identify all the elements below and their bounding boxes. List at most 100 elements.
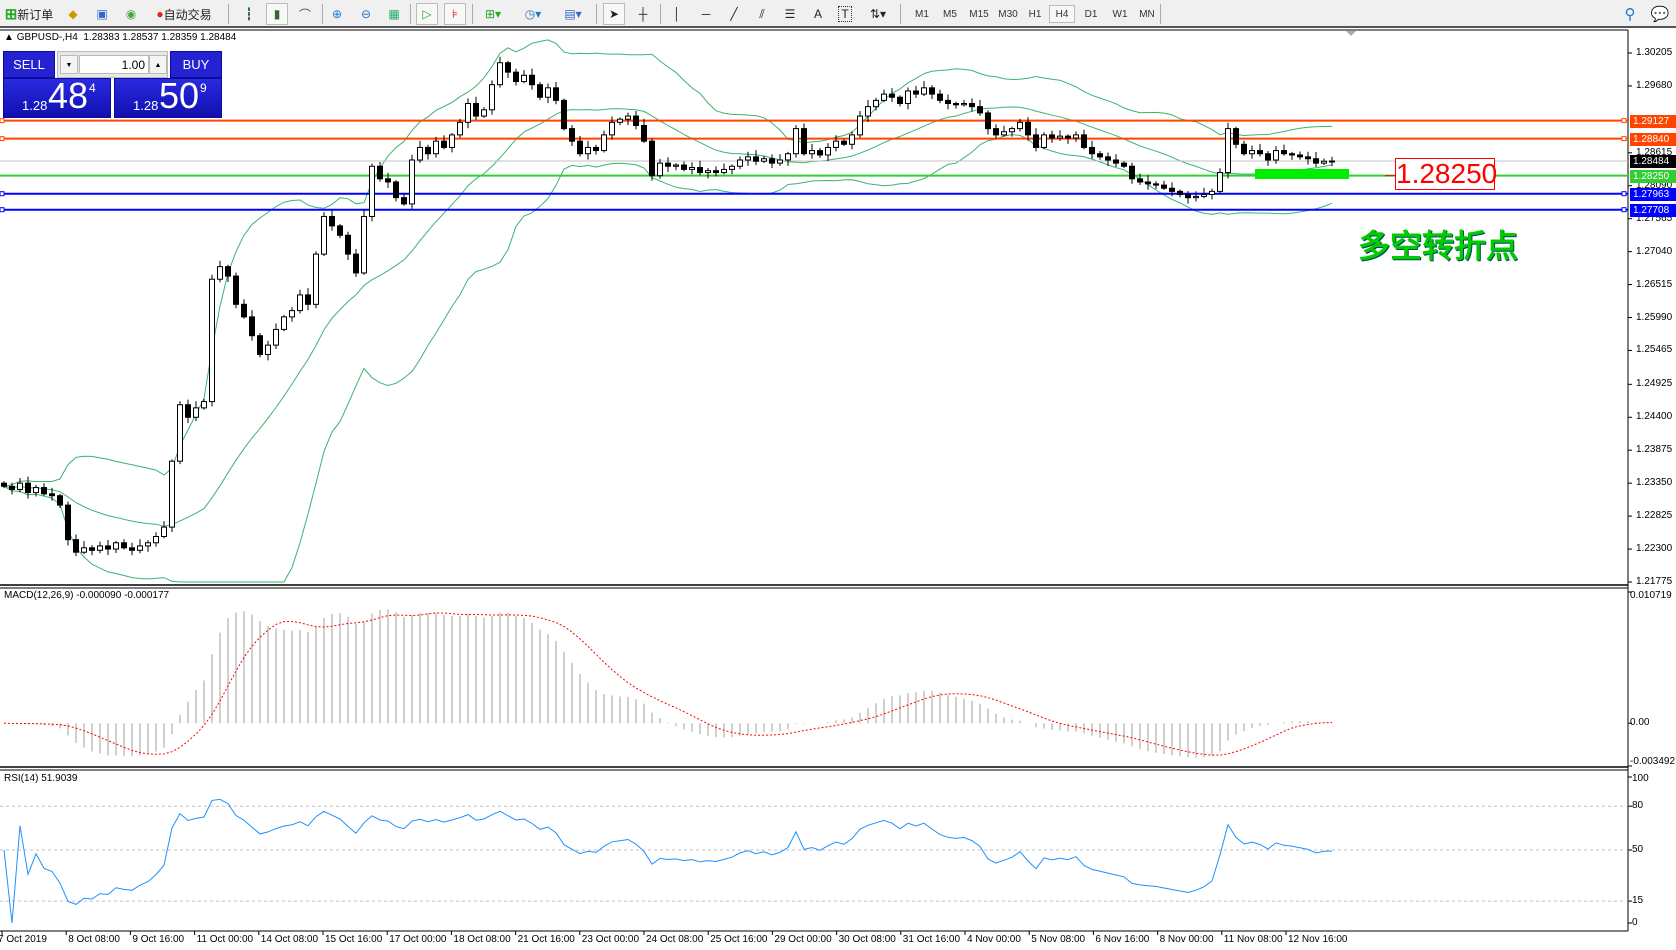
bullish-candle — [1225, 128, 1231, 174]
sell-button[interactable]: SELL — [3, 51, 55, 78]
bearish-candle — [1169, 187, 1175, 192]
lot-increase-button[interactable]: ▲ — [149, 55, 167, 74]
vertical-line-icon: │ — [673, 7, 681, 21]
bullish-candle — [521, 74, 527, 83]
timeframe-w1[interactable]: W1 — [1112, 8, 1128, 20]
price-annotation-box[interactable]: 1.28250 — [1395, 158, 1498, 190]
bullish-candle — [1073, 134, 1079, 139]
templates-button[interactable]: ▤▾ — [558, 3, 588, 25]
new-order-button[interactable]: ⊞ 新订单 — [4, 6, 54, 23]
cursor-button[interactable]: ➤ — [603, 3, 625, 25]
bearish-candle — [697, 167, 703, 174]
horizontal-line-price-tag: 1.27708 — [1630, 203, 1676, 217]
timeframe-m15[interactable]: M15 — [969, 8, 989, 20]
collapse-triangle-icon[interactable]: ▲ — [4, 32, 14, 43]
time-axis-label: 5 Nov 08:00 — [1031, 934, 1086, 945]
bearish-candle — [473, 103, 479, 117]
market-watch-button[interactable]: ◆ — [62, 3, 84, 25]
zoom-in-button[interactable]: ⊕ — [326, 3, 348, 25]
horizontal-line-price-tag: 1.27963 — [1630, 187, 1676, 201]
horizontal-line-button[interactable]: ─ — [695, 3, 717, 25]
time-axis-label: 17 Oct 00:00 — [389, 934, 447, 945]
autoscroll-button[interactable]: ▷ — [416, 3, 438, 25]
bar-chart-button[interactable]: ┇ — [238, 3, 260, 25]
bearish-candle — [241, 303, 247, 318]
timeframe-m5[interactable]: M5 — [943, 8, 957, 20]
bearish-candle — [1137, 178, 1143, 183]
bearish-candle — [233, 275, 239, 305]
time-axis-label: 24 Oct 08:00 — [646, 934, 704, 945]
bearish-candle — [1153, 183, 1159, 186]
bearish-candle — [889, 93, 895, 98]
buy-price-button[interactable]: 1.28 50 9 — [114, 75, 222, 118]
autoscroll-icon: ▷ — [422, 7, 432, 21]
bearish-candle — [1241, 143, 1247, 155]
timeframe-m1[interactable]: M1 — [915, 8, 929, 20]
candlestick-button[interactable]: ▮ — [266, 3, 288, 25]
data-window-icon: ▣ — [96, 7, 108, 21]
lot-decrease-button[interactable]: ▼ — [60, 55, 78, 74]
indicators-button[interactable]: ⊞▾ — [478, 3, 508, 25]
bearish-candle — [425, 146, 431, 155]
time-axis-label: 11 Nov 08:00 — [1223, 934, 1283, 945]
arrows-button[interactable]: ⇅▾ — [862, 3, 894, 25]
horizontal-line-price-tag: 1.29127 — [1630, 114, 1676, 128]
bullish-candle — [217, 266, 223, 280]
separator — [900, 4, 901, 24]
bearish-candle — [385, 178, 391, 183]
fibonacci-button[interactable]: ☰ — [779, 3, 801, 25]
text-icon: A — [813, 7, 822, 21]
rsi-axis-label: 100 — [1632, 773, 1649, 784]
chat-button[interactable]: 💬 — [1648, 3, 1672, 25]
support-zone-rectangle — [1255, 169, 1349, 179]
lot-input[interactable]: 1.00 — [79, 55, 149, 74]
bullish-candle — [145, 542, 151, 547]
annotation-text[interactable]: 多空转折点 — [1358, 227, 1519, 265]
bullish-candle — [785, 153, 791, 161]
rsi-axis-label: 0 — [1632, 917, 1638, 928]
crosshair-button[interactable]: ┼ — [632, 3, 654, 25]
auto-trading-button[interactable]: ● 自动交易 — [156, 7, 212, 22]
timeframe-d1[interactable]: D1 — [1084, 8, 1098, 20]
equidistant-channel-button[interactable]: ⫽ — [751, 3, 773, 25]
timeframe-h1[interactable]: H1 — [1028, 8, 1042, 20]
trendline-icon: ╱ — [730, 7, 738, 21]
bullish-candle — [745, 156, 751, 161]
tile-windows-icon: ▦ — [388, 7, 400, 21]
line-handle — [1621, 118, 1627, 124]
bullish-candle — [169, 460, 175, 528]
separator — [410, 4, 411, 24]
bearish-candle — [953, 103, 959, 106]
timeframe-m30[interactable]: M30 — [998, 8, 1018, 20]
time-axis-label: 21 Oct 16:00 — [517, 934, 575, 945]
timeframe-h4[interactable]: H4 — [1049, 5, 1075, 23]
timeframe-mn[interactable]: MN — [1139, 8, 1155, 20]
arrows-icon: ⇅▾ — [869, 7, 887, 21]
chart-shift-button[interactable]: ⊧ — [444, 3, 466, 25]
bullish-candle — [1193, 195, 1199, 199]
sell-price-button[interactable]: 1.28 48 4 — [3, 75, 111, 118]
macd-axis-label: 0.00 — [1630, 717, 1650, 729]
tile-windows-button[interactable]: ▦ — [383, 3, 405, 25]
navigator-button[interactable]: ◉ — [120, 3, 142, 25]
periods-button[interactable]: ◷▾ — [518, 3, 548, 25]
bullish-candle — [81, 547, 87, 553]
bearish-candle — [841, 140, 847, 145]
buy-button[interactable]: BUY — [170, 51, 222, 78]
trendline-button[interactable]: ╱ — [723, 3, 745, 25]
search-button[interactable]: ⚲ — [1619, 3, 1641, 25]
text-button[interactable]: A — [807, 3, 829, 25]
vertical-line-button[interactable]: │ — [666, 3, 688, 25]
data-window-button[interactable]: ▣ — [91, 3, 113, 25]
price-axis-label: 1.25990 — [1636, 311, 1673, 323]
bullish-candle — [417, 146, 423, 161]
zoom-out-button[interactable]: ⊖ — [355, 3, 377, 25]
separator — [660, 4, 661, 24]
horizontal-line-icon: ─ — [701, 7, 711, 21]
text-label-button[interactable]: T — [834, 3, 856, 25]
clock-icon: ◷▾ — [524, 7, 542, 21]
line-chart-button[interactable]: ⌒ — [294, 3, 316, 25]
bullish-candle — [297, 294, 303, 312]
price-axis-label: 1.29680 — [1636, 79, 1673, 91]
